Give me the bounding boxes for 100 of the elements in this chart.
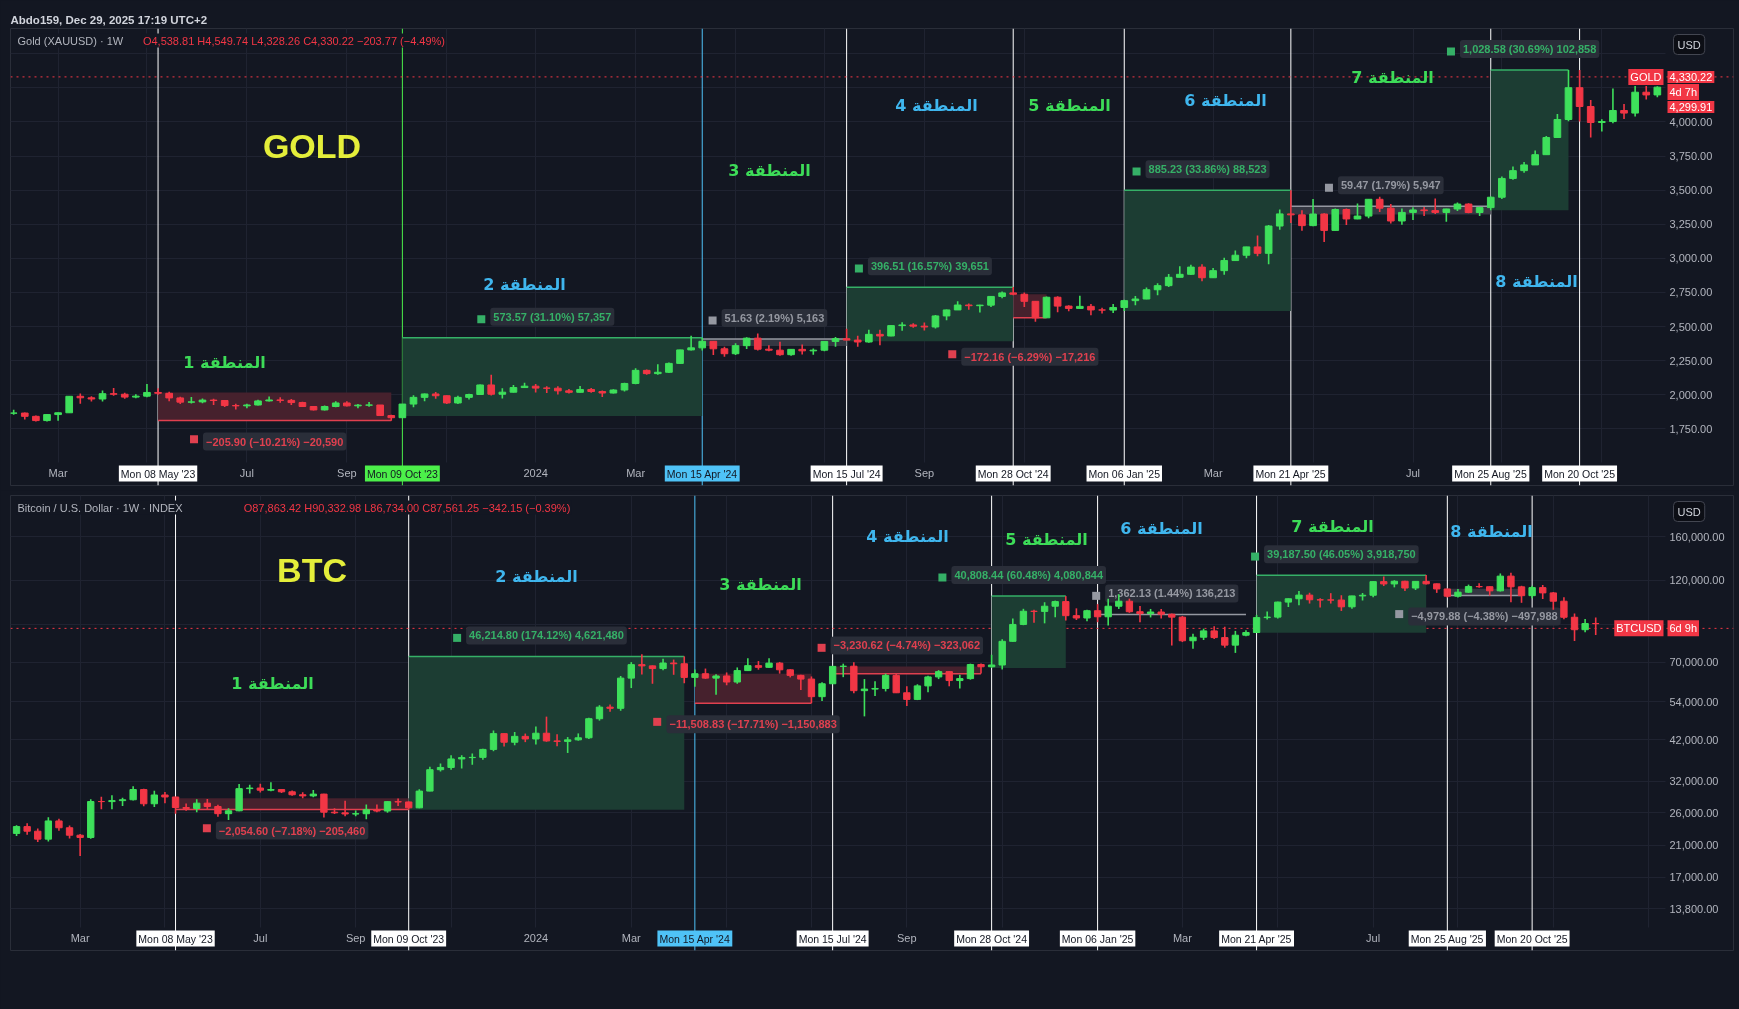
ref-line-label: Mon 15 Jul '24 [812, 467, 881, 480]
y-tick-label: 160,000.00 [1669, 530, 1725, 543]
candlestick [1031, 300, 1040, 323]
candlestick [1386, 203, 1395, 225]
candlestick [648, 664, 657, 685]
candlestick [553, 733, 561, 748]
candlestick [108, 794, 116, 811]
candlestick [1560, 596, 1568, 621]
candlestick [1062, 595, 1070, 622]
chart-subtitle: Abdo159, Dec 29, 2025 17:19 UTC+2 [10, 13, 208, 26]
y-tick-label: 2,250.00 [1669, 354, 1713, 367]
candlestick [998, 638, 1006, 671]
candlestick [1042, 295, 1051, 319]
ref-line-label: 4,330.22 [1669, 70, 1713, 83]
candlestick [1409, 206, 1417, 221]
x-tick-label: Jul [1405, 466, 1421, 479]
candlestick [1553, 113, 1562, 139]
x-tick-label: Sep [345, 931, 366, 944]
candlestick [653, 363, 662, 376]
y-tick-label: 54,000.00 [1669, 695, 1719, 708]
annotation: 4d 7h [1669, 85, 1698, 98]
candlestick [860, 678, 869, 718]
legend-label: 1,028.58 (30.69%) 102,858 [1462, 43, 1597, 56]
candlestick [54, 411, 62, 422]
annotation: المنطقة 6 [1184, 91, 1267, 110]
candlestick [1009, 617, 1017, 643]
candlestick [1136, 605, 1144, 623]
candlestick [712, 673, 720, 696]
text: GOLD [262, 126, 362, 165]
annotation: GOLD [1630, 70, 1662, 83]
annotation: USD [1677, 38, 1701, 51]
candlestick [426, 765, 434, 793]
candlestick [871, 680, 879, 697]
annotation: المنطقة 7 [1291, 517, 1374, 536]
y-tick-label: 2,000.00 [1669, 388, 1713, 401]
annotation: المنطقة 8 [1495, 272, 1578, 291]
annotation: Bitcoin / U.S. Dollar · 1W · INDEX [17, 501, 184, 514]
candlestick [1076, 294, 1084, 310]
ref-line-label: Mon 06 Jan '25 [1061, 932, 1134, 945]
candlestick [1252, 614, 1261, 634]
ref-line-label: Mon 28 Oct '24 [977, 467, 1049, 480]
x-tick-label: Sep [914, 466, 935, 479]
ref-line-label: Mon 08 May '23 [120, 467, 196, 480]
ref-line-label: Mon 21 Apr '25 [1221, 932, 1292, 945]
legend-label: −4,979.88 (−4.38%) −497,988 [1411, 610, 1558, 623]
y-tick-label: 17,000.00 [1669, 871, 1719, 884]
candlestick [1420, 206, 1428, 217]
y-tick-label: 2,500.00 [1669, 320, 1713, 333]
x-tick-label: 2024 [523, 466, 548, 479]
candlestick [1475, 582, 1483, 589]
ref-line-label: Mon 09 Oct '23 [373, 932, 445, 945]
candlestick [267, 781, 275, 793]
annotation: المنطقة 1 [183, 353, 266, 372]
annotation: USD [1677, 505, 1701, 518]
ref-line-label: Mon 25 Aug '25 [1454, 467, 1527, 480]
y-tick-label: 3,500.00 [1669, 184, 1713, 197]
annotation: O87,863.42 H90,332.98 L86,734.00 C87,561.25 −342.15 (−0.39%) [243, 501, 571, 514]
y-tick-label: 13,800.00 [1669, 902, 1719, 915]
ref-line-label: Mon 20 Oct '25 [1496, 932, 1568, 945]
candlestick [876, 328, 884, 346]
ref-line-label: Mon 08 May '23 [138, 932, 213, 945]
candlestick [1040, 601, 1049, 625]
legend-label: −3,230.62 (−4.74%) −323,062 [833, 639, 981, 652]
legend-label: 1,362.13 (1.44%) 136,213 [1108, 587, 1236, 600]
y-tick-label: 2,750.00 [1669, 286, 1713, 299]
x-tick-label: Sep [897, 931, 917, 944]
candlestick [1586, 99, 1595, 139]
annotation: المنطقة 8 [1450, 522, 1533, 541]
x-tick-label: Mar [621, 931, 642, 944]
candlestick [76, 833, 84, 857]
candlestick [1316, 597, 1324, 609]
annotation: المنطقة 6 [1120, 519, 1203, 538]
annotation: BTCUSD [1616, 622, 1662, 635]
candlestick [680, 655, 688, 685]
legend-label: 39,187.50 (46.05%) 3,918,750 [1267, 548, 1416, 561]
y-tick-label: 26,000.00 [1669, 806, 1719, 819]
legend-label: −11,508.83 (−17.71%) −1,150,883 [669, 718, 837, 731]
ref-line-label: Mon 20 Oct '25 [1544, 467, 1616, 480]
legend-label: 573.57 (31.10%) 57,357 [493, 310, 612, 323]
candlestick [394, 797, 402, 807]
candlestick [489, 729, 498, 752]
candlestick [1620, 103, 1628, 120]
annotation: Gold (XAUUSD) · 1W [17, 34, 124, 47]
annotation: المنطقة 2 [483, 275, 566, 294]
candlestick [1498, 175, 1506, 200]
y-tick-label: 42,000.00 [1669, 733, 1719, 746]
annotation: المنطقة 4 [866, 527, 949, 546]
candlestick [341, 799, 349, 818]
x-tick-label: Mar [70, 931, 90, 944]
candlestick [1287, 189, 1295, 224]
legend-label: −205.90 (−10.21%) −20,590 [206, 435, 344, 448]
x-tick-label: 2024 [523, 931, 549, 944]
candlestick [1496, 572, 1505, 593]
text: BTC [277, 550, 347, 589]
candlestick [182, 802, 190, 812]
annotation: المنطقة 2 [495, 567, 578, 586]
candlestick [1231, 630, 1240, 654]
x-tick-label: Jul [239, 466, 254, 479]
candlestick [532, 725, 540, 746]
ref-line-label: Mon 15 Jul '24 [798, 932, 867, 945]
